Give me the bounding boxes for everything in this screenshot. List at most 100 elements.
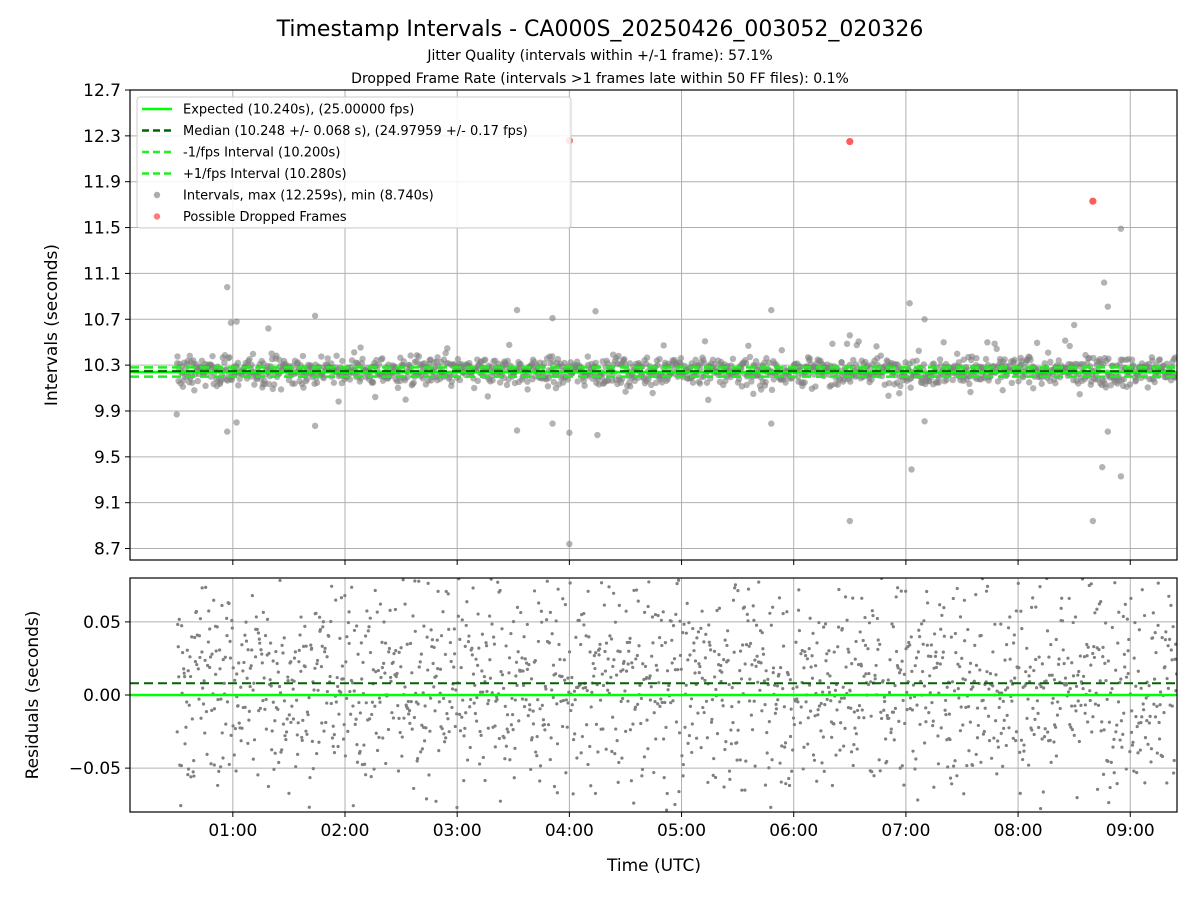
residual-point [621, 696, 625, 701]
residual-point [636, 599, 640, 603]
residual-point [355, 624, 359, 628]
residual-point [1125, 617, 1129, 621]
interval-point [743, 381, 750, 389]
interval-point [324, 355, 331, 362]
residual-point [690, 750, 694, 755]
residual-point [1120, 745, 1124, 749]
residual-point [611, 715, 615, 719]
residual-point [1011, 641, 1016, 645]
residual-point [942, 605, 946, 610]
residual-point [504, 744, 508, 748]
residual-point [886, 678, 890, 682]
interval-point [320, 375, 327, 382]
residual-point [666, 688, 670, 692]
residual-point [413, 629, 417, 633]
residual-point [425, 635, 429, 639]
residual-point [1085, 642, 1089, 647]
residual-point [300, 738, 304, 742]
residual-point [561, 698, 566, 703]
residual-point [391, 660, 395, 664]
residual-point [1124, 767, 1128, 771]
residual-point [948, 776, 953, 780]
interval-point [333, 352, 340, 359]
residual-point [183, 742, 187, 746]
residual-point [1014, 738, 1018, 743]
residual-point [1024, 670, 1028, 674]
residual-point [403, 602, 407, 606]
residual-point [1073, 615, 1078, 619]
x-tick-label: 01:00 [208, 821, 257, 841]
residual-point [727, 682, 731, 687]
residual-point [1106, 759, 1110, 763]
residual-point [417, 579, 421, 583]
residual-point [1105, 697, 1109, 701]
residual-point [944, 698, 948, 703]
residual-point [1141, 702, 1145, 706]
residual-point [276, 670, 280, 674]
residual-point [857, 704, 862, 708]
residual-point [655, 668, 659, 672]
residual-point [1086, 720, 1090, 724]
residual-point [770, 758, 774, 762]
residual-point [378, 602, 383, 606]
interval-outlier-point [227, 319, 235, 326]
residual-point [747, 644, 751, 648]
residual-point [902, 672, 906, 676]
interval-point [1066, 342, 1073, 350]
residual-point [959, 705, 963, 709]
residual-point [1093, 702, 1098, 706]
residual-point [1099, 729, 1103, 733]
residual-point [771, 671, 775, 675]
interval-point [966, 380, 973, 388]
residual-point [1083, 711, 1087, 715]
residual-point [1153, 715, 1158, 719]
residual-point [986, 714, 991, 718]
interval-outlier-point [1117, 473, 1125, 480]
residual-point [935, 661, 939, 665]
x-tick-label: 06:00 [769, 821, 818, 841]
residual-point [348, 689, 352, 694]
residual-point [556, 587, 560, 591]
residual-point [921, 642, 925, 646]
residual-point [952, 689, 957, 693]
residual-point [1064, 681, 1069, 686]
residual-point [1075, 796, 1079, 800]
residual-point [842, 744, 846, 748]
residual-point [325, 689, 329, 694]
residual-point [799, 652, 803, 656]
residual-point [686, 741, 690, 745]
residual-point [531, 709, 535, 713]
residual-point [561, 597, 565, 601]
residual-point [695, 736, 699, 740]
residual-point [387, 650, 391, 654]
residual-point [905, 690, 909, 694]
residual-point [500, 673, 505, 677]
residual-point [953, 759, 957, 763]
residual-point [614, 727, 618, 731]
residual-point [962, 598, 967, 602]
residual-point [899, 589, 903, 593]
residual-point [1078, 654, 1082, 658]
residual-point [765, 730, 769, 735]
residual-point [1129, 730, 1134, 734]
residual-point [193, 635, 197, 640]
residual-point [1071, 674, 1076, 678]
residual-point [761, 652, 766, 656]
residual-point [618, 649, 622, 654]
residual-point [273, 751, 277, 755]
residual-point [525, 622, 529, 627]
residual-point [570, 703, 574, 707]
y-axis-label-intervals: Intervals (seconds) [42, 244, 62, 406]
interval-outlier-point [1104, 303, 1112, 310]
residual-point [298, 633, 302, 637]
interval-point [503, 381, 511, 389]
residual-point [1049, 760, 1053, 764]
residual-point [190, 717, 194, 721]
residual-point [926, 654, 931, 658]
residual-point [921, 669, 925, 674]
residual-point [832, 722, 836, 726]
residual-point [591, 661, 595, 666]
residual-point [656, 702, 660, 706]
interval-point [265, 380, 273, 388]
residual-point [516, 650, 520, 654]
